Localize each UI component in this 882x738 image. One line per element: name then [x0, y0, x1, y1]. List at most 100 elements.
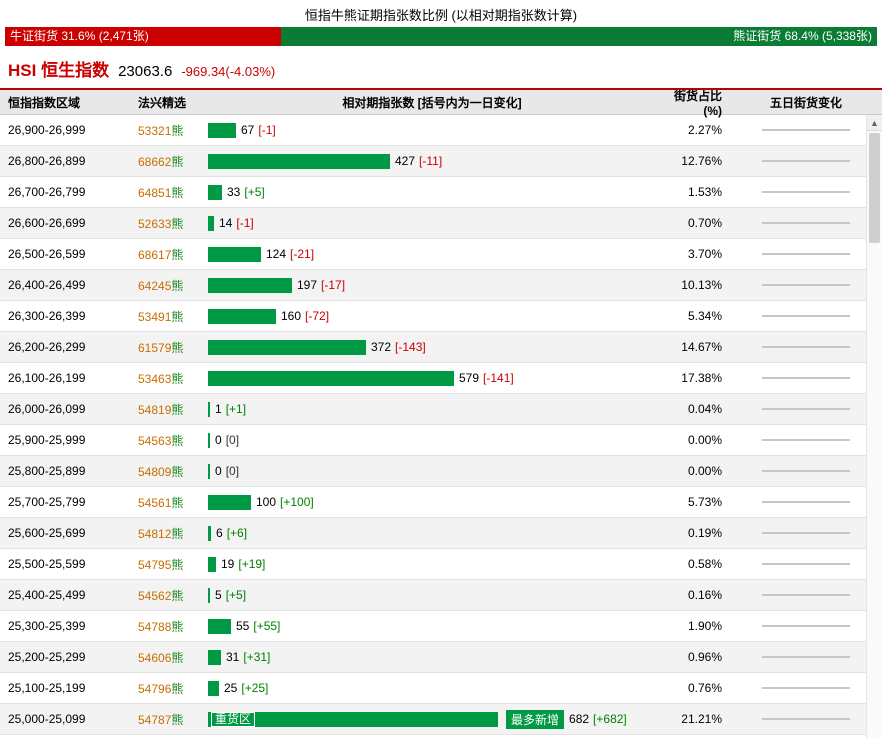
distribution-table: 恒指指数区域 法兴精选 相对期指张数 [括号内为一日变化] 街货占比(%) 五日… [0, 90, 882, 738]
contracts-bar-cell: 124 [-21] [208, 246, 656, 262]
outstanding-percent: 5.73% [687, 495, 722, 509]
outstanding-percent: 14.67% [681, 340, 722, 354]
warrant-code-suffix: 熊 [171, 712, 184, 727]
contracts-value: 67 [241, 123, 255, 137]
warrant-code-number: 54788 [138, 619, 172, 634]
contracts-value: 160 [281, 309, 302, 323]
warrant-code-link[interactable]: 54795熊 [130, 556, 208, 573]
contracts-value: 31 [226, 650, 240, 664]
warrant-code-suffix: 熊 [171, 588, 184, 603]
table-row: 25,000-25,099 54787熊 重货区 最多新增 682 [+682]… [0, 704, 882, 735]
index-range-cell: 25,600-25,699 [8, 526, 86, 540]
contracts-bar [208, 618, 231, 634]
warrant-code-link[interactable]: 64851熊 [130, 184, 208, 201]
contracts-value: 14 [219, 216, 233, 230]
warrant-code-number: 68617 [138, 247, 172, 262]
five-day-cell [746, 501, 866, 503]
outstanding-percent: 0.58% [687, 557, 722, 571]
warrant-code-link[interactable]: 61579熊 [130, 339, 208, 356]
five-day-cell [746, 656, 866, 658]
table-row: 26,300-26,399 53491熊 160 [-72] 5.34% [0, 301, 882, 332]
contracts-bar-cell: 6 [+6] [208, 525, 656, 541]
warrant-code-suffix: 熊 [171, 216, 184, 231]
five-day-cell [746, 129, 866, 131]
outstanding-percent: 0.16% [687, 588, 722, 602]
table-row: 26,000-26,099 54819熊 1 [+1] 0.04% [0, 394, 882, 425]
warrant-code-link[interactable]: 54819熊 [130, 401, 208, 418]
warrant-code-number: 54809 [138, 464, 172, 479]
index-change: -969.34(-4.03%) [181, 64, 276, 79]
five-day-cell [746, 160, 866, 162]
table-row: 25,600-25,699 54812熊 6 [+6] 0.19% [0, 518, 882, 549]
warrant-code-link[interactable]: 68662熊 [130, 153, 208, 170]
warrant-code-suffix: 熊 [171, 557, 184, 572]
contracts-bar [208, 680, 219, 696]
outstanding-percent: 1.90% [687, 619, 722, 633]
scroll-up-arrow-icon[interactable]: ▲ [867, 115, 882, 131]
warrant-code-link[interactable]: 68617熊 [130, 246, 208, 263]
scrollbar[interactable]: ▲ [866, 115, 882, 738]
scrollbar-thumb[interactable] [869, 133, 880, 243]
daily-change-value: [+55] [253, 619, 281, 633]
contracts-bar-cell: 160 [-72] [208, 308, 656, 324]
warrant-code-link[interactable]: 54812熊 [130, 525, 208, 542]
five-day-cell [746, 377, 866, 379]
index-range-cell: 25,100-25,199 [8, 681, 86, 695]
contracts-value: 55 [236, 619, 250, 633]
index-range-cell: 26,200-26,299 [8, 340, 86, 354]
warrant-code-link[interactable]: 53463熊 [130, 370, 208, 387]
warrant-code-suffix: 熊 [171, 650, 184, 665]
index-range-cell: 26,800-26,899 [8, 154, 86, 168]
contracts-bar-cell: 31 [+31] [208, 649, 656, 665]
contracts-value: 0 [215, 464, 222, 478]
contracts-bar [208, 463, 210, 479]
table-row: 26,800-26,899 68662熊 427 [-11] 12.76% [0, 146, 882, 177]
daily-change-value: [+19] [238, 557, 266, 571]
contracts-value: 124 [266, 247, 287, 261]
warrant-code-link[interactable]: 54563熊 [130, 432, 208, 449]
table-row: 25,400-25,499 54562熊 5 [+5] 0.16% [0, 580, 882, 611]
contracts-bar-cell: 55 [+55] [208, 618, 656, 634]
daily-change-value: [+682] [593, 712, 627, 726]
warrant-code-link[interactable]: 54562熊 [130, 587, 208, 604]
five-day-cell [746, 563, 866, 565]
contracts-bar [208, 370, 454, 386]
contracts-bar-cell: 19 [+19] [208, 556, 656, 572]
contracts-value: 19 [221, 557, 235, 571]
warrant-code-link[interactable]: 54606熊 [130, 649, 208, 666]
contracts-value: 5 [215, 588, 222, 602]
five-day-cell [746, 625, 866, 627]
warrant-code-link[interactable]: 54809熊 [130, 463, 208, 480]
contracts-bar-cell: 0 [0] [208, 463, 656, 479]
contracts-bar-cell: 579 [-141] [208, 370, 656, 386]
index-range-cell: 25,900-25,999 [8, 433, 86, 447]
outstanding-percent: 12.76% [681, 154, 722, 168]
warrant-code-link[interactable]: 52633熊 [130, 215, 208, 232]
five-day-cell [746, 346, 866, 348]
warrant-code-link[interactable]: 53321熊 [130, 122, 208, 139]
index-title: HSI 恒生指数 [8, 56, 109, 81]
warrant-code-link[interactable]: 53491熊 [130, 308, 208, 325]
warrant-code-link[interactable]: 54796熊 [130, 680, 208, 697]
warrant-code-link[interactable]: 54787熊 [130, 711, 208, 728]
contracts-bar [208, 215, 214, 231]
outstanding-percent: 0.00% [687, 433, 722, 447]
warrant-code-number: 54787 [138, 712, 172, 727]
five-day-sparkline [762, 470, 850, 472]
warrant-code-link[interactable]: 54561熊 [130, 494, 208, 511]
index-range-cell: 26,900-26,999 [8, 123, 86, 137]
warrant-code-suffix: 熊 [171, 619, 184, 634]
table-row: 25,200-25,299 54606熊 31 [+31] 0.96% [0, 642, 882, 673]
warrant-code-link[interactable]: 64245熊 [130, 277, 208, 294]
contracts-value: 1 [215, 402, 222, 416]
warrant-code-suffix: 熊 [171, 464, 184, 479]
contracts-bar [208, 525, 211, 541]
warrant-code-suffix: 熊 [171, 123, 184, 138]
contracts-bar-cell: 372 [-143] [208, 339, 656, 355]
five-day-sparkline [762, 687, 850, 689]
warrant-code-link[interactable]: 54788熊 [130, 618, 208, 635]
contracts-bar [208, 308, 276, 324]
contracts-value: 33 [227, 185, 241, 199]
contracts-value: 100 [256, 495, 277, 509]
